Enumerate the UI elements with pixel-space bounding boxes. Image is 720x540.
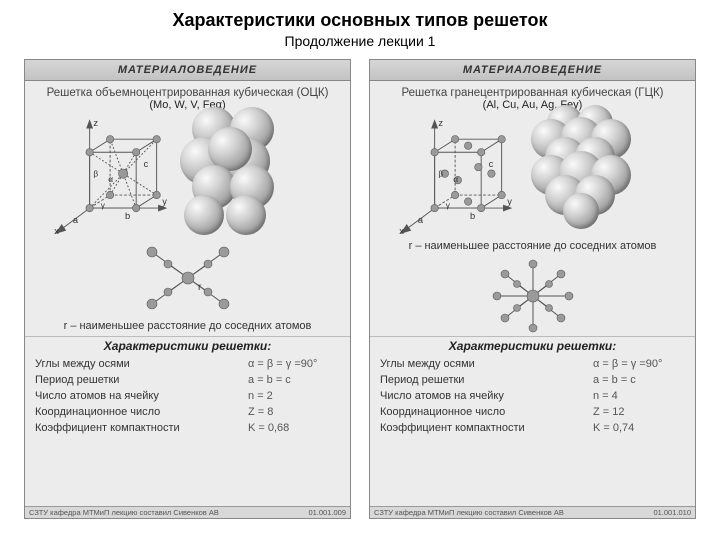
svg-text:z: z [438,118,443,128]
char-table: Углы между осями α = β = γ =90° Период ре… [370,357,695,443]
table-row: Коэффициент компактности K = 0,68 [35,421,340,437]
char-value: a = b = c [593,373,685,389]
diagram-row: z y x c b a β α γ [25,113,350,238]
lattice-examples: (Al, Cu, Au, Ag, Feγ) [370,99,695,113]
char-header: Характеристики решетки: [25,336,350,357]
svg-text:α: α [108,174,113,184]
panel-bcc: МАТЕРИАЛОВЕДЕНИЕ Решетка объемноцентриро… [24,59,351,519]
table-row: Координационное число Z = 12 [380,405,685,421]
lattice-examples: (Mo, W, V, Feα) [25,99,350,113]
coordination-star: r [25,238,350,318]
atom-cluster [190,115,345,236]
svg-text:c: c [489,159,494,169]
char-table: Углы между осями α = β = γ =90° Период ре… [25,357,350,443]
char-value: n = 4 [593,389,685,405]
svg-text:γ: γ [101,200,106,210]
footer-credit: СЗТУ кафедра МТМиП лекцию составил Сивен… [374,508,564,517]
footer-code: 01.001.010 [653,508,691,517]
svg-text:a: a [73,215,79,225]
subtitle: Продолжение лекции 1 [0,33,720,49]
char-label: Координационное число [380,405,505,421]
char-label: Коэффициент компактности [35,421,180,437]
footer-credit: СЗТУ кафедра МТМиП лекцию составил Сивен… [29,508,219,517]
table-row: Число атомов на ячейку n = 2 [35,389,340,405]
char-label: Коэффициент компактности [380,421,525,437]
panel-footer: СЗТУ кафедра МТМиП лекцию составил Сивен… [25,506,350,518]
svg-text:x: x [399,226,404,236]
panel-footer: СЗТУ кафедра МТМиП лекцию составил Сивен… [370,506,695,518]
char-value: Z = 8 [248,405,340,421]
char-value: K = 0,74 [593,421,685,437]
char-value: a = b = c [248,373,340,389]
char-label: Координационное число [35,405,160,421]
char-label: Число атомов на ячейку [380,389,504,405]
char-value: K = 0,68 [248,421,340,437]
svg-text:x: x [54,226,59,236]
svg-text:a: a [418,215,424,225]
diagram-row: z y x c b a β α γ [370,113,695,238]
table-row: Координационное число Z = 8 [35,405,340,421]
table-row: Период решетки a = b = c [380,373,685,389]
main-title: Характеристики основных типов решеток [0,10,720,31]
atom-cluster [535,115,690,236]
char-label: Углы между осями [380,357,475,373]
char-value: α = β = γ =90° [248,357,340,373]
table-row: Углы между осями α = β = γ =90° [35,357,340,373]
footer-code: 01.001.009 [308,508,346,517]
svg-text:y: y [162,196,167,206]
unit-cell-diagram: z y x c b a β α γ [376,115,531,236]
svg-text:b: b [125,211,130,221]
unit-cell-diagram: z y x c b a β α γ [31,115,186,236]
svg-text:b: b [470,211,475,221]
svg-text:β: β [93,168,98,178]
char-value: α = β = γ =90° [593,357,685,373]
svg-text:c: c [144,159,149,169]
coordination-star [370,256,695,336]
char-label: Период решетки [35,373,119,389]
panel-fcc: МАТЕРИАЛОВЕДЕНИЕ Решетка гранецентрирова… [369,59,696,519]
r-caption: r – наименьшее расстояние до соседних ат… [25,318,350,336]
char-value: Z = 12 [593,405,685,421]
char-value: n = 2 [248,389,340,405]
table-row: Углы между осями α = β = γ =90° [380,357,685,373]
table-row: Число атомов на ячейку n = 4 [380,389,685,405]
table-row: Период решетки a = b = c [35,373,340,389]
char-header: Характеристики решетки: [370,336,695,357]
char-label: Углы между осями [35,357,130,373]
svg-text:β: β [438,168,443,178]
svg-text:α: α [453,174,458,184]
svg-text:γ: γ [446,200,451,210]
svg-text:z: z [93,118,98,128]
r-caption: r – наименьшее расстояние до соседних ат… [370,238,695,256]
char-label: Период решетки [380,373,464,389]
lattice-name: Решетка объемноцентрированная кубическая… [25,81,350,99]
svg-text:y: y [507,196,512,206]
course-banner: МАТЕРИАЛОВЕДЕНИЕ [370,60,695,81]
char-label: Число атомов на ячейку [35,389,159,405]
panels-row: МАТЕРИАЛОВЕДЕНИЕ Решетка объемноцентриро… [0,53,720,519]
table-row: Коэффициент компактности K = 0,74 [380,421,685,437]
lattice-name: Решетка гранецентрированная кубическая (… [370,81,695,99]
course-banner: МАТЕРИАЛОВЕДЕНИЕ [25,60,350,81]
title-block: Характеристики основных типов решеток Пр… [0,0,720,53]
